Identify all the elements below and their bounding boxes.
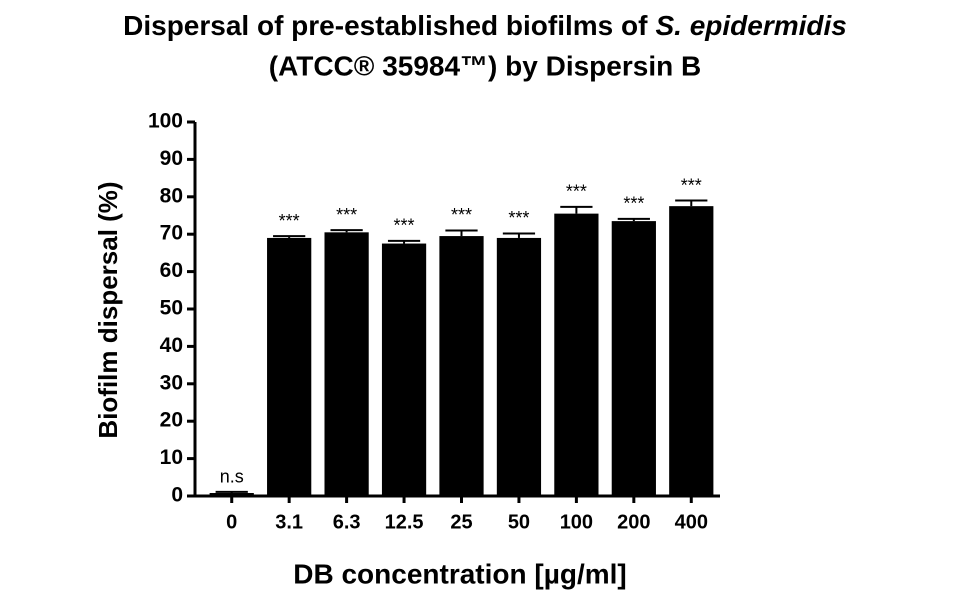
bar [324, 232, 369, 496]
bar [381, 243, 427, 496]
y-tick-label: 80 [160, 184, 183, 207]
title-part: S. epidermidis [655, 10, 846, 41]
bar [611, 221, 656, 497]
y-tick-label: 0 [171, 484, 183, 507]
bar [496, 237, 542, 496]
x-tick-label: 400 [675, 511, 708, 533]
annotation: *** [623, 194, 644, 214]
annotation: *** [451, 205, 472, 225]
bar [439, 236, 484, 496]
x-tick-label: 6.3 [333, 511, 361, 533]
bar [669, 206, 714, 496]
annotation: *** [566, 182, 587, 202]
bar [267, 237, 312, 496]
annotation: *** [681, 175, 702, 195]
y-tick-label: 30 [160, 371, 183, 394]
x-tick-label: 12.5 [385, 511, 424, 533]
y-tick-label: 90 [160, 147, 183, 170]
bar [209, 493, 254, 496]
x-tick-label: 100 [560, 511, 593, 533]
annotation: n.s [220, 467, 244, 487]
y-tick-label: 50 [160, 297, 183, 320]
title-part: Dispersal of pre-established biofilms of [123, 10, 648, 41]
annotation: *** [394, 216, 415, 236]
x-tick-label: 200 [617, 511, 650, 533]
annotation: *** [279, 211, 300, 231]
x-tick-label: 25 [450, 511, 472, 533]
y-tick-label: 40 [160, 334, 183, 357]
annotation: *** [508, 208, 529, 228]
y-tick-label: 60 [160, 259, 183, 282]
y-axis-title: Biofilm dispersal (%) [93, 181, 123, 438]
annotation: *** [336, 205, 357, 225]
y-tick-label: 10 [160, 446, 183, 469]
x-axis-title: DB concentration [µg/ml] [293, 558, 626, 589]
x-tick-label: 50 [508, 511, 530, 533]
y-tick-label: 100 [148, 110, 183, 133]
chart-title: (ATCC® 35984™) by Dispersin B [269, 50, 701, 81]
x-tick-label: 0 [226, 511, 237, 533]
chart-title: Dispersal of pre-established biofilms of… [123, 10, 847, 41]
y-tick-label: 20 [160, 409, 183, 432]
y-tick-label: 70 [160, 222, 183, 245]
x-tick-label: 3.1 [275, 511, 303, 533]
bar [554, 213, 599, 496]
